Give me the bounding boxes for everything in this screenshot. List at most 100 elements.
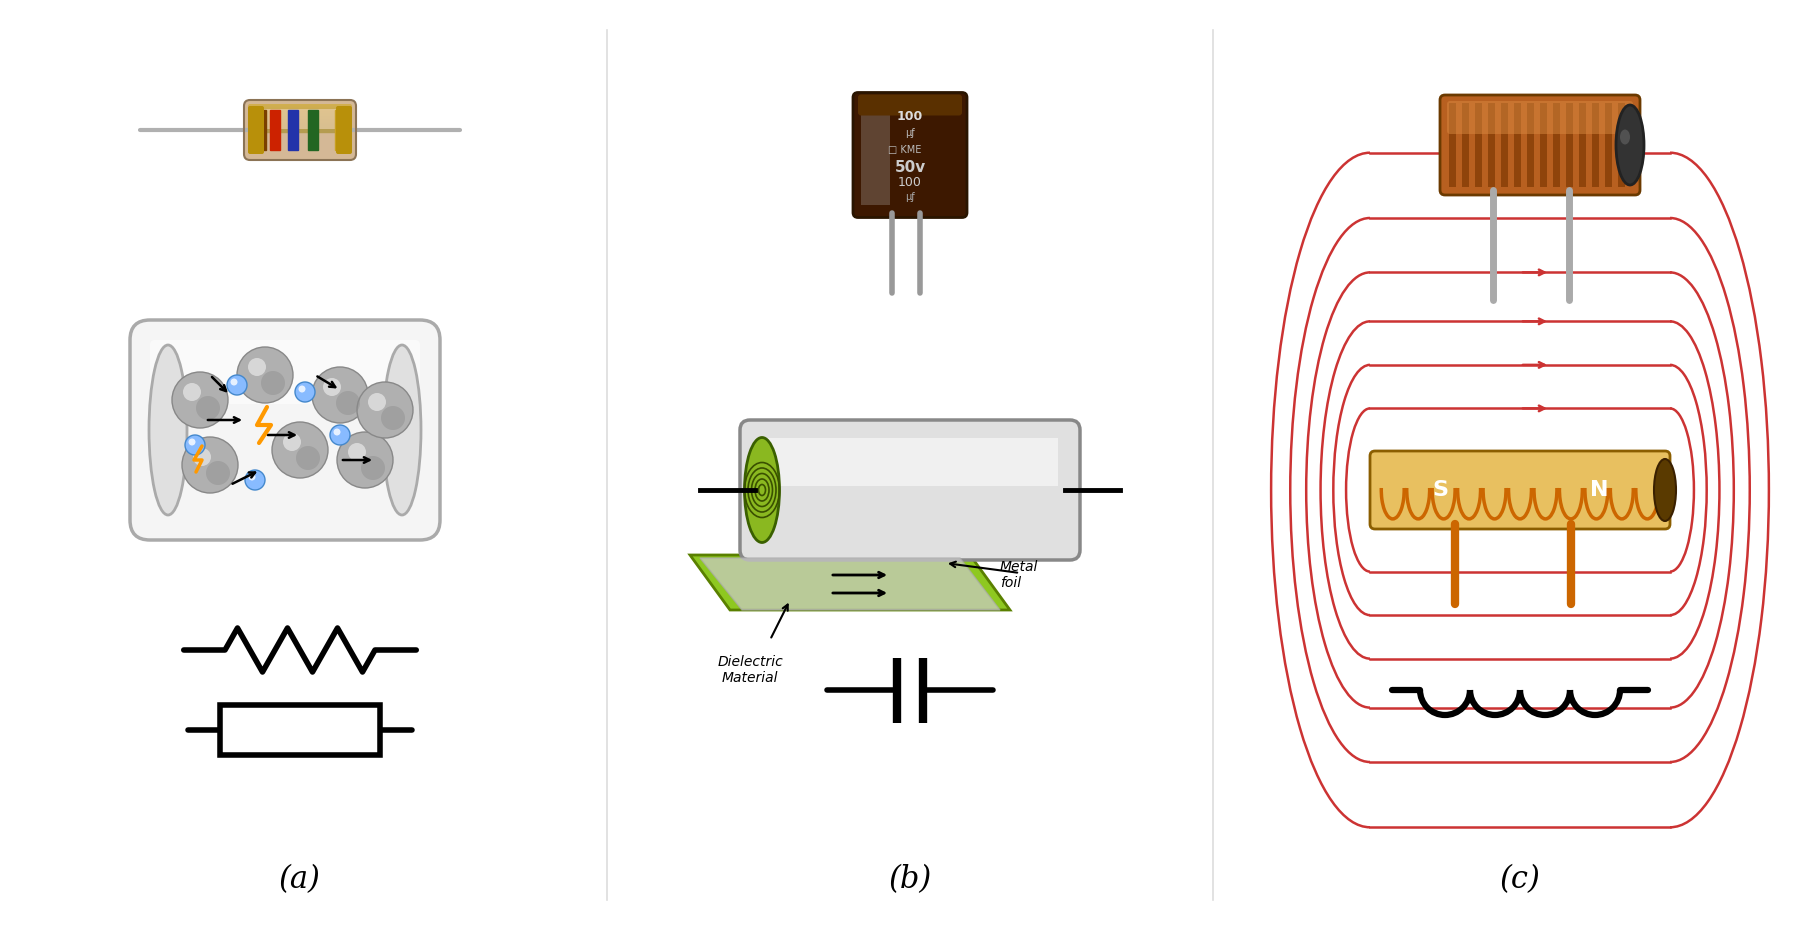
Text: (a): (a) (278, 865, 320, 896)
Text: µƒ: µƒ (905, 192, 915, 202)
Circle shape (298, 386, 306, 392)
FancyBboxPatch shape (248, 123, 351, 130)
Ellipse shape (149, 345, 187, 515)
Bar (1540, 103, 1547, 187)
Text: Dielectric
Material: Dielectric Material (717, 655, 783, 686)
FancyBboxPatch shape (854, 92, 966, 218)
Circle shape (348, 443, 366, 461)
FancyBboxPatch shape (257, 109, 344, 129)
FancyBboxPatch shape (248, 117, 351, 123)
FancyBboxPatch shape (248, 115, 351, 121)
Circle shape (357, 382, 413, 438)
Ellipse shape (1654, 459, 1676, 521)
Text: N: N (1591, 480, 1609, 500)
Bar (308, 110, 318, 150)
Circle shape (248, 358, 266, 376)
Circle shape (282, 433, 300, 451)
FancyBboxPatch shape (1447, 101, 1633, 134)
Polygon shape (690, 555, 1010, 610)
Circle shape (322, 378, 340, 396)
Circle shape (228, 375, 248, 395)
FancyBboxPatch shape (1370, 451, 1671, 529)
Circle shape (186, 435, 206, 455)
FancyBboxPatch shape (248, 116, 351, 122)
Bar (1527, 103, 1534, 187)
Circle shape (271, 422, 328, 478)
Circle shape (197, 396, 220, 420)
Circle shape (246, 470, 266, 490)
Bar (269, 110, 280, 150)
FancyBboxPatch shape (248, 120, 351, 126)
FancyBboxPatch shape (248, 122, 351, 128)
Circle shape (184, 383, 200, 401)
Bar (1502, 103, 1507, 187)
Circle shape (260, 371, 286, 395)
Text: µƒ: µƒ (905, 128, 915, 138)
Circle shape (237, 347, 293, 403)
Bar (763, 438, 1057, 486)
FancyBboxPatch shape (248, 111, 351, 118)
Circle shape (193, 448, 211, 466)
Circle shape (337, 432, 393, 488)
FancyBboxPatch shape (857, 94, 963, 116)
Ellipse shape (1616, 105, 1643, 185)
Bar (1592, 103, 1598, 187)
FancyBboxPatch shape (248, 107, 351, 114)
FancyBboxPatch shape (248, 114, 351, 120)
FancyBboxPatch shape (248, 125, 351, 132)
FancyBboxPatch shape (248, 120, 351, 127)
FancyBboxPatch shape (248, 127, 351, 134)
Bar (1474, 103, 1481, 187)
Text: □ KME: □ KME (888, 145, 921, 155)
Bar (258, 110, 266, 150)
Circle shape (189, 438, 195, 446)
Circle shape (231, 378, 237, 386)
Text: S: S (1432, 480, 1449, 500)
Bar (861, 106, 890, 205)
Polygon shape (701, 558, 999, 610)
Circle shape (337, 391, 360, 415)
Text: Metal
foil: Metal foil (999, 559, 1039, 590)
Circle shape (249, 474, 255, 480)
FancyBboxPatch shape (248, 119, 351, 125)
Bar (1461, 103, 1469, 187)
FancyBboxPatch shape (248, 112, 351, 119)
Circle shape (329, 425, 349, 445)
FancyBboxPatch shape (248, 106, 351, 113)
Circle shape (380, 406, 406, 430)
FancyBboxPatch shape (741, 420, 1079, 560)
Bar (1552, 103, 1560, 187)
FancyBboxPatch shape (129, 320, 440, 540)
FancyBboxPatch shape (149, 340, 420, 404)
Ellipse shape (1620, 130, 1631, 145)
Bar (1514, 103, 1520, 187)
FancyBboxPatch shape (248, 110, 351, 117)
FancyBboxPatch shape (248, 104, 351, 110)
Text: 100: 100 (897, 110, 923, 123)
Circle shape (297, 446, 320, 470)
FancyBboxPatch shape (248, 106, 264, 154)
FancyBboxPatch shape (248, 106, 351, 111)
Text: (b): (b) (888, 865, 932, 896)
Circle shape (173, 372, 228, 428)
Bar (1565, 103, 1572, 187)
Bar (220, 705, 380, 755)
Bar (1605, 103, 1611, 187)
Circle shape (206, 461, 229, 485)
Bar (335, 110, 342, 150)
Bar (1449, 103, 1456, 187)
Circle shape (368, 393, 386, 411)
FancyBboxPatch shape (244, 100, 357, 160)
FancyBboxPatch shape (248, 124, 351, 131)
FancyBboxPatch shape (1440, 95, 1640, 195)
Bar (1618, 103, 1625, 187)
Ellipse shape (744, 437, 779, 543)
Circle shape (333, 429, 340, 435)
Circle shape (360, 456, 386, 480)
Text: (c): (c) (1500, 865, 1540, 896)
Circle shape (295, 382, 315, 402)
Circle shape (182, 437, 238, 493)
FancyBboxPatch shape (337, 106, 351, 154)
Ellipse shape (382, 345, 420, 515)
Bar (288, 110, 298, 150)
